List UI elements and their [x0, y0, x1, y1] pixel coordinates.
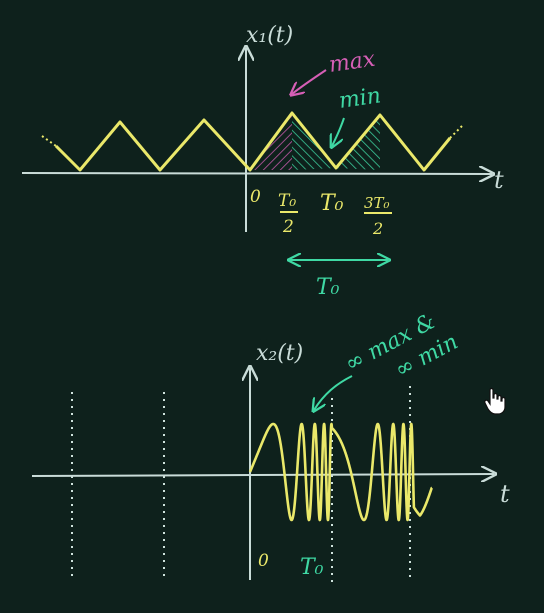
plot2-tick-T0: T₀: [300, 555, 324, 580]
period-label: T₀: [316, 275, 340, 300]
max-pointer-arrow: [292, 69, 327, 94]
plot2-x-axis: [31, 474, 494, 476]
oscillating-wave: [248, 422, 434, 522]
plot2-x-label: t: [500, 480, 510, 508]
triangle-wave-left-fade: [41, 135, 57, 147]
tick-half-denominator: 2: [282, 217, 294, 237]
tick-half-numerator: T₀: [278, 191, 296, 211]
plot1: x₁(t) t 0 T₀ 2 T₀ 3T₀ 2 T₀ max min: [21, 23, 504, 300]
plot1-origin-label: 0: [250, 187, 261, 207]
max-annotation: max: [327, 47, 377, 78]
triangle-wave-right-fade: [449, 125, 463, 139]
min-annotation: min: [337, 83, 382, 114]
min-pointer-arrow: [332, 117, 345, 146]
plot2: x₂(t) t 0 T₀ ∞ max & ∞ min: [31, 309, 510, 582]
infinity-pointer-arrow: [314, 375, 353, 410]
plot2-y-label: x₂(t): [256, 341, 303, 366]
tick-3half-denominator: 2: [372, 219, 383, 238]
hand-pointer-icon: [484, 387, 506, 415]
tick-3half-numerator: 3T₀: [364, 194, 390, 212]
plot1-x-label: t: [494, 166, 504, 194]
triangle-wave: [54, 111, 452, 172]
tick-T0: T₀: [320, 191, 344, 216]
plot1-x-axis: [21, 173, 492, 174]
plot2-origin-label: 0: [258, 551, 269, 571]
plot1-y-label: x₁(t): [246, 23, 293, 48]
